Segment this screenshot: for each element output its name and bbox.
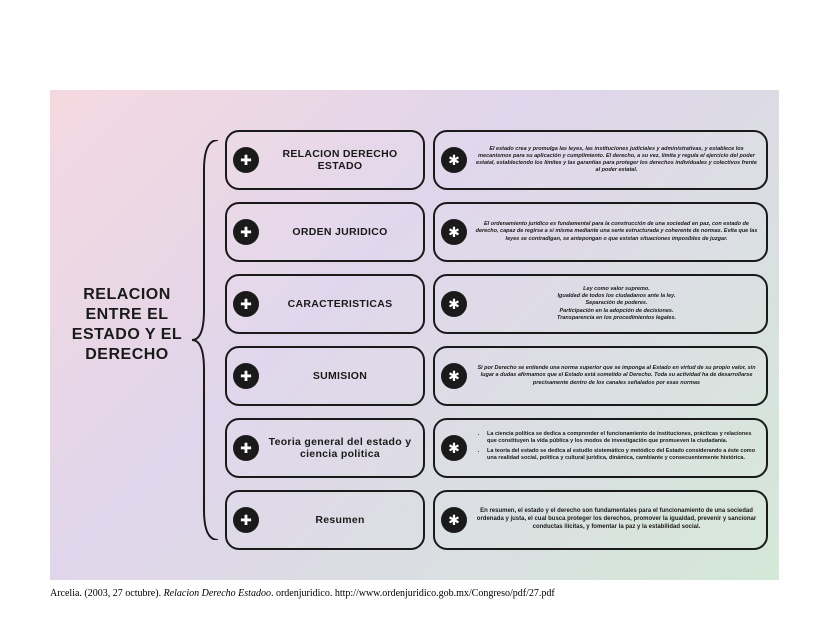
category-label: Teoria general del estado y ciencia poli… [265, 436, 415, 460]
description-box: ✱Ley como valor supremo.Igualdad de todo… [433, 274, 768, 334]
category-label: ORDEN JURIDICO [265, 226, 415, 238]
description-box: ✱ En resumen, el estado y el derecho son … [433, 490, 768, 550]
description-text: En resumen, el estado y el derecho son f… [473, 508, 760, 531]
row-0: ✚RELACION DERECHO ESTADO✱El estado crea … [225, 130, 770, 190]
citation-title: Relacion Derecho Estadoo [164, 588, 271, 599]
description-text: El ordenamiento jurídico es fundamental … [473, 221, 760, 242]
description-box: ✱La ciencia política se dedica a compren… [433, 418, 768, 478]
category-label: SUMISION [265, 370, 415, 382]
asterisk-icon: ✱ [441, 507, 467, 533]
category-label: Resumen [265, 514, 415, 526]
description-text: Ley como valor supremo.Igualdad de todos… [473, 286, 760, 322]
category-label: CARACTERISTICAS [265, 298, 415, 310]
diagram-canvas: RELACION ENTRE EL ESTADO Y EL DERECHO ✚R… [50, 90, 779, 580]
citation: Arcelia. (2003, 27 octubre). Relacion De… [50, 588, 779, 599]
brace-connector [190, 140, 220, 540]
description-text: La ciencia política se dedica a comprend… [473, 431, 760, 466]
row-5: ✚ Resumen ✱ En resumen, el estado y el dere… [225, 490, 770, 550]
row-2: ✚ CARACTERISTICAS ✱Ley como valor supremo.… [225, 274, 770, 334]
row-3: ✚ SUMISION ✱ Si por Derecho se entiende una… [225, 346, 770, 406]
description-box: ✱El estado crea y promulga las leyes, la… [433, 130, 768, 190]
category-label: RELACION DERECHO ESTADO [265, 148, 415, 172]
plus-icon: ✚ [233, 291, 259, 317]
category-box: ✚ ORDEN JURIDICO [225, 202, 425, 262]
category-box: ✚RELACION DERECHO ESTADO [225, 130, 425, 190]
category-box: ✚ CARACTERISTICAS [225, 274, 425, 334]
row-4: ✚Teoria general del estado y ciencia pol… [225, 418, 770, 478]
row-1: ✚ ORDEN JURIDICO ✱ El ordenamiento jurídico… [225, 202, 770, 262]
plus-icon: ✚ [233, 147, 259, 173]
category-box: ✚Teoria general del estado y ciencia pol… [225, 418, 425, 478]
category-box: ✚ Resumen [225, 490, 425, 550]
plus-icon: ✚ [233, 219, 259, 245]
asterisk-icon: ✱ [441, 435, 467, 461]
category-box: ✚ SUMISION [225, 346, 425, 406]
citation-rest: . ordenjuridico. http://www.ordenjuridic… [271, 588, 555, 599]
asterisk-icon: ✱ [441, 291, 467, 317]
description-text: El estado crea y promulga las leyes, las… [473, 146, 760, 175]
description-box: ✱ Si por Derecho se entiende una norma su… [433, 346, 768, 406]
description-box: ✱ El ordenamiento jurídico es fundamental… [433, 202, 768, 262]
description-text: Si por Derecho se entiende una norma sup… [473, 365, 760, 386]
plus-icon: ✚ [233, 507, 259, 533]
asterisk-icon: ✱ [441, 219, 467, 245]
plus-icon: ✚ [233, 435, 259, 461]
asterisk-icon: ✱ [441, 363, 467, 389]
citation-author: Arcelia. (2003, 27 octubre). [50, 588, 164, 599]
plus-icon: ✚ [233, 363, 259, 389]
main-title: RELACION ENTRE EL ESTADO Y EL DERECHO [62, 285, 192, 365]
asterisk-icon: ✱ [441, 147, 467, 173]
